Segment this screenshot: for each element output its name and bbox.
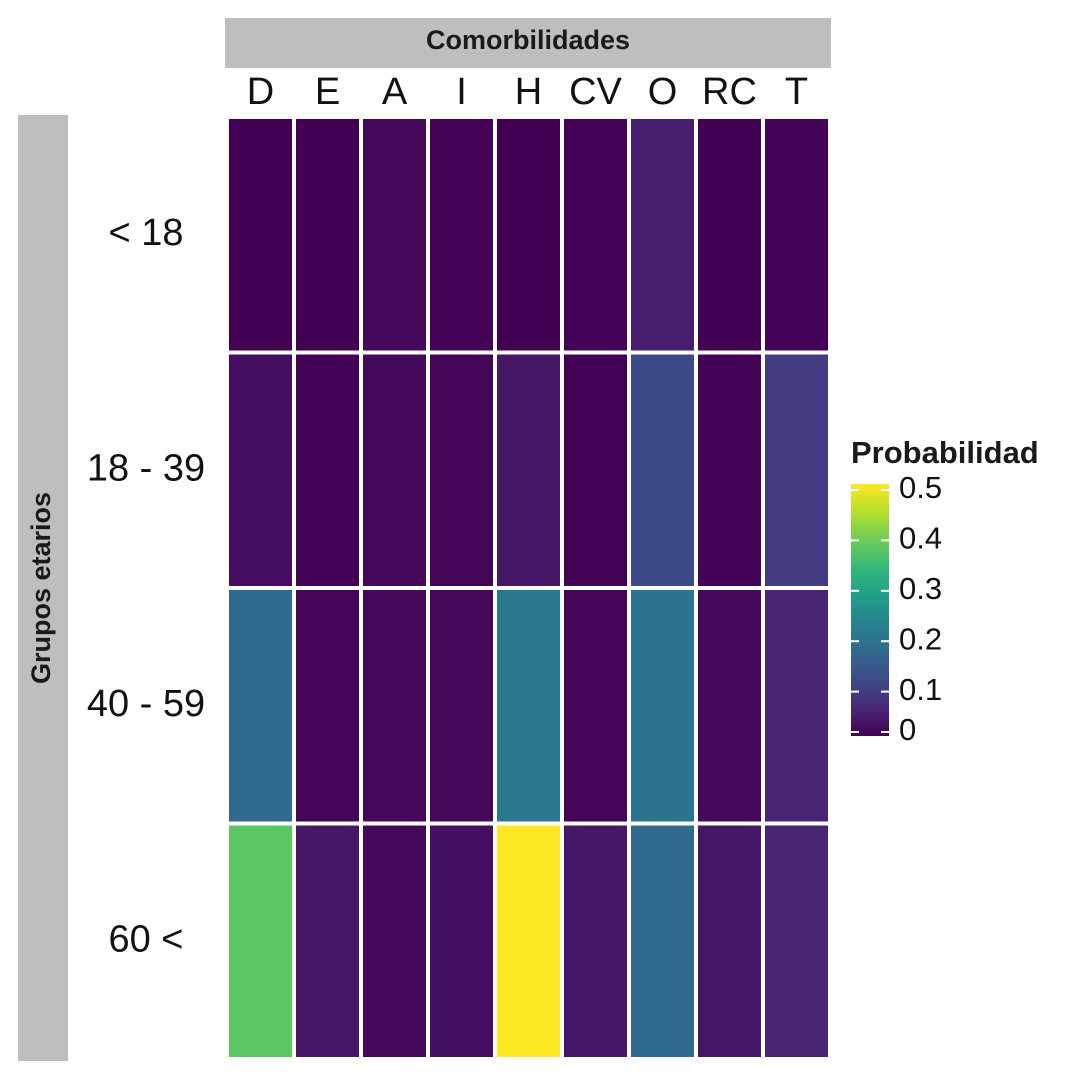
column-label: A	[382, 71, 408, 113]
heatmap-cell	[497, 825, 560, 1057]
column-label: I	[456, 71, 467, 113]
column-label: E	[315, 71, 340, 113]
heatmap-cell	[296, 119, 359, 351]
heatmap-cell	[564, 119, 627, 351]
heatmap-cell	[363, 354, 426, 586]
row-strip	[18, 115, 68, 1061]
legend-tick-label: 0.1	[899, 672, 942, 707]
heatmap-cell	[564, 825, 627, 1057]
heatmap-cell	[765, 119, 828, 351]
legend-tick-label: 0.2	[899, 621, 942, 656]
heatmap-cell	[430, 119, 493, 351]
heatmap-cell	[229, 825, 292, 1057]
heatmap-cell	[564, 354, 627, 586]
legend-tick-label: 0.4	[899, 521, 942, 556]
heatmap-cell	[765, 354, 828, 586]
heatmap-cell	[229, 590, 292, 822]
heatmap-cell	[497, 119, 560, 351]
heatmap-cell	[631, 119, 694, 351]
heatmap-cells	[229, 119, 828, 1057]
row-strip-label: Grupos etarios	[26, 492, 56, 684]
row-label: 40 - 59	[87, 683, 205, 725]
column-label: RC	[702, 71, 757, 113]
row-label: < 18	[108, 212, 183, 254]
heatmap-cell	[363, 119, 426, 351]
heatmap-cell	[229, 119, 292, 351]
column-label: CV	[569, 71, 622, 113]
row-label: 60 <	[108, 918, 183, 960]
heatmap-cell	[296, 590, 359, 822]
heatmap-cell	[430, 354, 493, 586]
heatmap-cell	[698, 354, 761, 586]
heatmap-cell	[430, 825, 493, 1057]
row-tick-labels: < 18 18 - 39 40 - 59 60 <	[87, 212, 205, 960]
legend: Probabilidad 0.5 0.4 0.3 0.2 0.1 0	[851, 435, 1039, 747]
legend-tick-label: 0.5	[899, 470, 942, 505]
heatmap-cell	[765, 825, 828, 1057]
column-tick-labels: D E A I H CV O RC T	[247, 71, 808, 113]
heatmap-cell	[497, 590, 560, 822]
column-strip-label: Comorbilidades	[426, 25, 630, 55]
heatmap-cell	[229, 354, 292, 586]
heatmap-cell	[430, 590, 493, 822]
heatmap-cell	[296, 354, 359, 586]
legend-title: Probabilidad	[851, 435, 1039, 470]
column-label: H	[515, 71, 542, 113]
heatmap-cell	[698, 590, 761, 822]
column-label: O	[648, 71, 678, 113]
heatmap-cell	[698, 825, 761, 1057]
heatmap-cell	[631, 590, 694, 822]
legend-tick-label: 0.3	[899, 571, 942, 606]
heatmap-cell	[631, 354, 694, 586]
legend-tick-label: 0	[899, 712, 916, 747]
heatmap-cell	[363, 590, 426, 822]
column-label: T	[785, 71, 808, 113]
heatmap-cell	[765, 590, 828, 822]
heatmap-cell	[497, 354, 560, 586]
heatmap-cell	[564, 590, 627, 822]
column-strip	[225, 18, 831, 68]
heatmap-cell	[363, 825, 426, 1057]
legend-colorbar	[851, 484, 889, 736]
heatmap-cell	[698, 119, 761, 351]
heatmap-cell	[296, 825, 359, 1057]
row-label: 18 - 39	[87, 447, 205, 489]
column-label: D	[247, 71, 274, 113]
heatmap-cell	[631, 825, 694, 1057]
